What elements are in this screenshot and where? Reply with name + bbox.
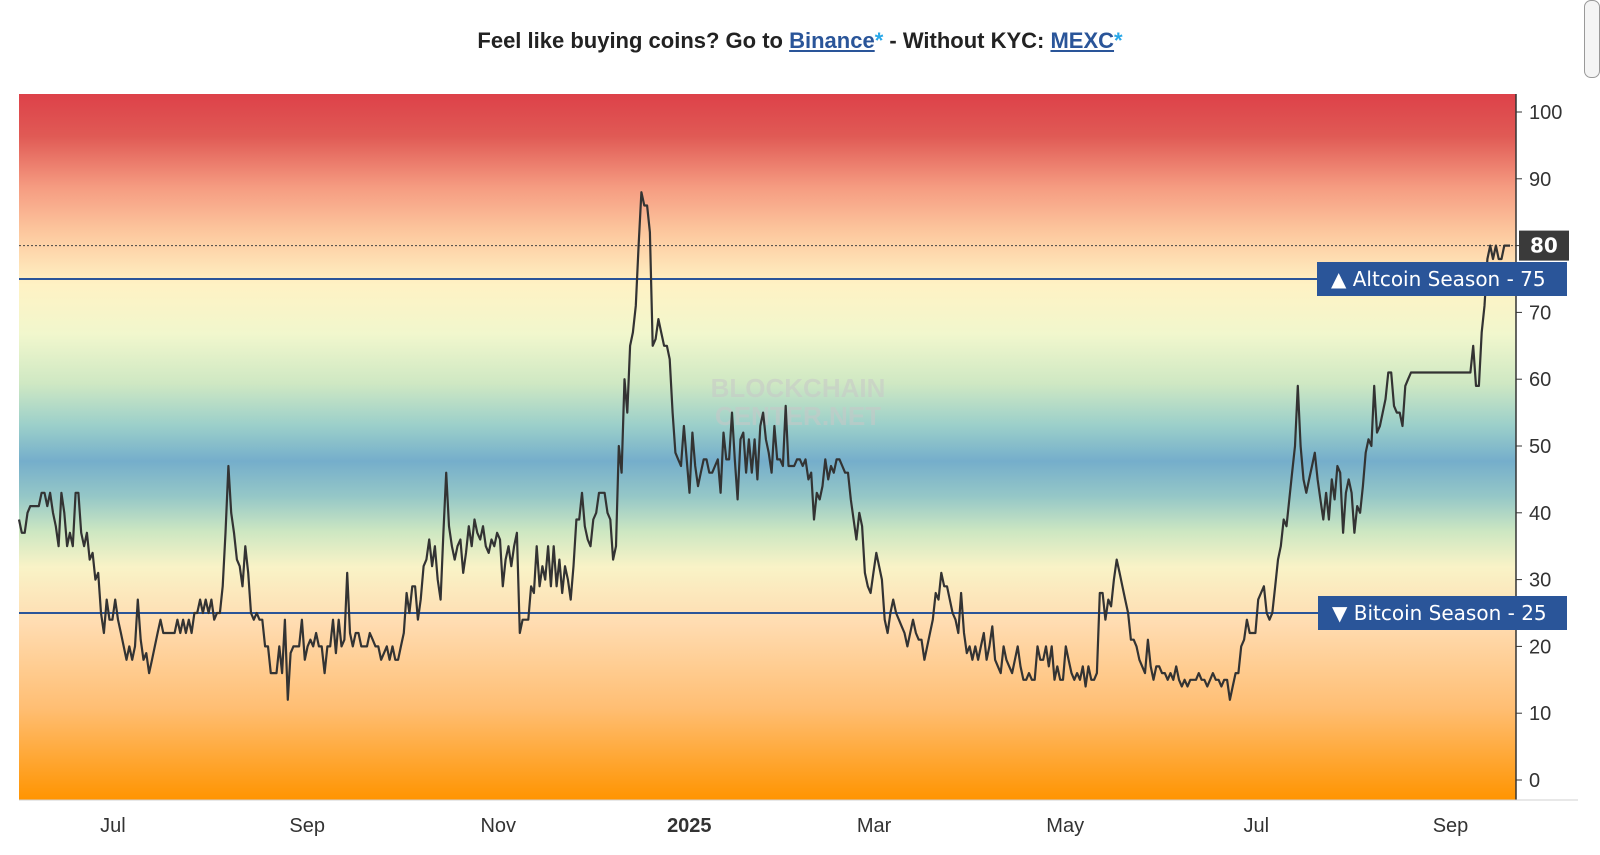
y-tick-label: 100: [1529, 102, 1562, 124]
x-tick-label: Mar: [857, 815, 892, 837]
reference-tag-label: ▼ Bitcoin Season - 25: [1332, 601, 1547, 625]
x-tick-label: 2025: [667, 815, 712, 837]
x-tick-label: May: [1046, 815, 1084, 837]
y-tick-label: 30: [1529, 570, 1551, 592]
reference-tag: [1317, 262, 1567, 296]
mexc-link[interactable]: MEXC: [1050, 28, 1115, 53]
y-tick-label: 70: [1529, 302, 1551, 324]
reference-tag-label: ▲ Altcoin Season - 75: [1331, 267, 1546, 291]
y-tick-label: 20: [1529, 636, 1551, 658]
current-value-tag: [1519, 230, 1569, 261]
y-tick-label: 10: [1529, 703, 1551, 725]
y-tick-label: 90: [1529, 169, 1551, 191]
watermark: BLOCKCHAIN CENTER.NET: [711, 373, 886, 431]
mexc-asterisk: *: [1114, 28, 1123, 53]
reference-tag: [1318, 596, 1567, 630]
y-tick-label: 60: [1529, 369, 1551, 391]
watermark-line-1: BLOCKCHAIN: [711, 373, 886, 403]
banner-middle: - Without KYC:: [883, 28, 1051, 53]
banner-prefix: Feel like buying coins? Go to: [477, 28, 790, 53]
y-tick-label: 50: [1529, 436, 1551, 458]
watermark-line-2: CENTER.NET: [715, 401, 881, 431]
y-tick-label: 40: [1529, 503, 1551, 525]
referral-banner: Feel like buying coins? Go to Binance* -…: [0, 28, 1600, 54]
binance-asterisk: *: [874, 28, 884, 53]
y-tick-label: 0: [1529, 770, 1540, 792]
x-tick-label: Nov: [480, 815, 516, 837]
binance-link[interactable]: Binance: [789, 28, 875, 53]
x-tick-label: Sep: [1433, 815, 1469, 837]
current-value-label: 80: [1530, 234, 1558, 258]
x-tick-label: Sep: [289, 815, 325, 837]
x-tick-label: Jul: [100, 815, 126, 837]
x-tick-label: Jul: [1243, 815, 1269, 837]
index-series-line: [17, 191, 1510, 701]
